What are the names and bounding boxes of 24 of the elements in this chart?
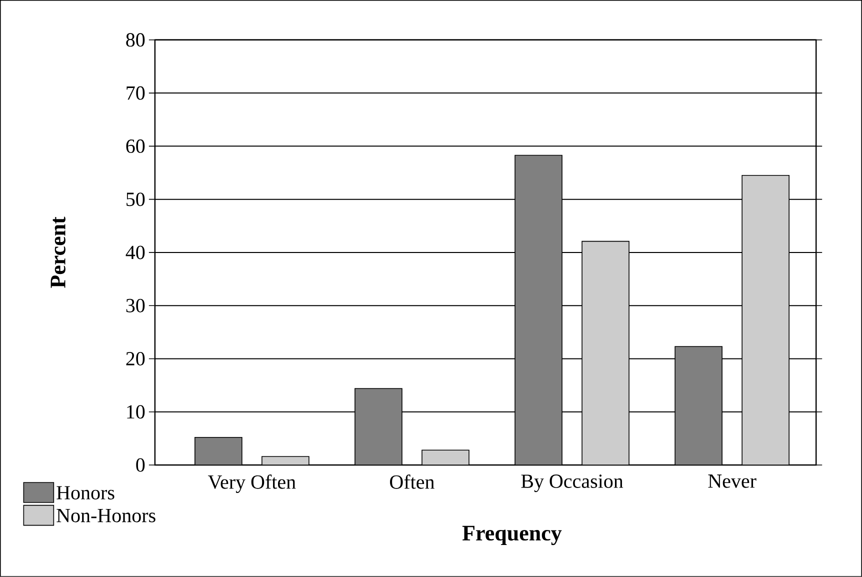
x-tick-label: Never bbox=[708, 474, 756, 488]
y-tick-label: 70 bbox=[126, 86, 145, 100]
bar bbox=[354, 388, 402, 466]
x-tick-label: Often bbox=[390, 474, 434, 489]
y-tick-label: 50 bbox=[126, 192, 145, 206]
bar bbox=[742, 175, 790, 466]
legend-label: Non-Honors bbox=[56, 509, 156, 522]
x-tick-label: Very Often bbox=[208, 474, 296, 493]
y-axis-title: Percent bbox=[50, 216, 66, 288]
bar bbox=[514, 154, 562, 466]
y-tick-label: 30 bbox=[126, 298, 145, 312]
x-tick-label: By Occasion bbox=[521, 474, 624, 492]
legend-label: Honors bbox=[56, 486, 114, 500]
y-tick-label: 0 bbox=[136, 458, 145, 472]
bar bbox=[194, 437, 242, 466]
bar bbox=[422, 450, 470, 466]
bar bbox=[582, 240, 630, 466]
y-tick-label: 60 bbox=[126, 139, 145, 153]
x-axis-title: Frequency bbox=[462, 526, 562, 546]
y-tick-label: 10 bbox=[127, 405, 145, 419]
y-tick-label: 80 bbox=[126, 33, 145, 47]
y-tick-label: 20 bbox=[126, 352, 145, 366]
y-tick-label: 40 bbox=[126, 246, 145, 260]
bar bbox=[674, 346, 722, 466]
